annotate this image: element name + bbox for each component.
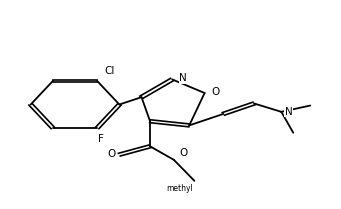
Text: O: O: [179, 148, 187, 158]
Text: methyl: methyl: [166, 184, 193, 193]
Text: O: O: [108, 149, 116, 159]
Text: O: O: [211, 87, 220, 97]
Text: N: N: [285, 107, 293, 117]
Text: N: N: [179, 73, 187, 83]
Text: F: F: [98, 134, 104, 144]
Text: Cl: Cl: [104, 66, 114, 76]
